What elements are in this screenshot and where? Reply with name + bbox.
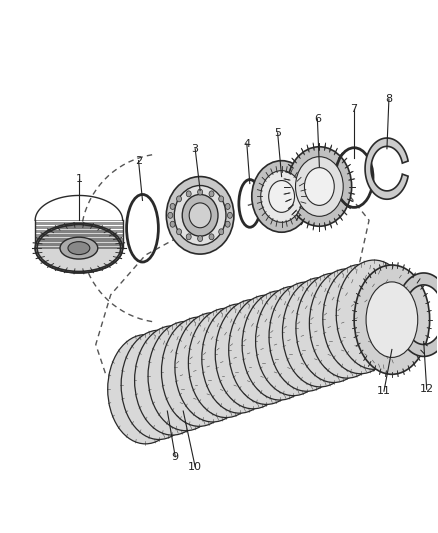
- Ellipse shape: [209, 191, 214, 197]
- Ellipse shape: [225, 204, 230, 209]
- Ellipse shape: [315, 301, 353, 355]
- Ellipse shape: [261, 318, 299, 373]
- Ellipse shape: [283, 278, 358, 387]
- Ellipse shape: [342, 292, 379, 346]
- Polygon shape: [365, 138, 408, 199]
- Ellipse shape: [121, 330, 197, 440]
- Ellipse shape: [227, 212, 233, 219]
- Ellipse shape: [188, 308, 264, 417]
- Ellipse shape: [167, 349, 205, 403]
- Ellipse shape: [296, 157, 343, 216]
- Ellipse shape: [355, 287, 393, 342]
- Ellipse shape: [275, 313, 312, 368]
- Ellipse shape: [168, 212, 173, 219]
- Ellipse shape: [60, 237, 98, 259]
- Ellipse shape: [177, 229, 181, 235]
- Ellipse shape: [148, 321, 223, 431]
- Ellipse shape: [287, 147, 352, 226]
- Ellipse shape: [198, 236, 203, 241]
- Ellipse shape: [194, 340, 232, 394]
- Ellipse shape: [225, 221, 230, 227]
- Ellipse shape: [198, 189, 203, 195]
- Text: 7: 7: [350, 104, 358, 114]
- Ellipse shape: [301, 305, 339, 360]
- Text: 5: 5: [274, 128, 281, 138]
- Ellipse shape: [153, 353, 191, 408]
- Text: 1: 1: [75, 174, 82, 183]
- Ellipse shape: [174, 185, 226, 245]
- Ellipse shape: [247, 322, 285, 377]
- Ellipse shape: [366, 282, 418, 358]
- Text: 11: 11: [377, 386, 391, 396]
- Text: 10: 10: [188, 462, 202, 472]
- Ellipse shape: [269, 282, 345, 391]
- Ellipse shape: [140, 358, 178, 412]
- Text: 4: 4: [243, 139, 251, 149]
- Ellipse shape: [336, 260, 412, 369]
- Ellipse shape: [354, 265, 430, 374]
- Ellipse shape: [256, 286, 331, 395]
- Ellipse shape: [229, 295, 304, 405]
- Ellipse shape: [323, 264, 398, 374]
- Ellipse shape: [162, 317, 237, 426]
- Ellipse shape: [170, 204, 175, 209]
- Ellipse shape: [68, 241, 90, 255]
- Ellipse shape: [127, 362, 164, 417]
- Ellipse shape: [186, 191, 191, 197]
- Ellipse shape: [252, 160, 311, 232]
- Text: 8: 8: [385, 94, 392, 104]
- Ellipse shape: [175, 313, 251, 422]
- Ellipse shape: [219, 196, 224, 202]
- Ellipse shape: [189, 203, 211, 228]
- Ellipse shape: [309, 269, 385, 378]
- Ellipse shape: [234, 327, 272, 382]
- Ellipse shape: [182, 195, 218, 236]
- Ellipse shape: [219, 229, 224, 235]
- Ellipse shape: [186, 234, 191, 240]
- Text: 9: 9: [172, 452, 179, 462]
- Ellipse shape: [268, 181, 294, 212]
- Ellipse shape: [296, 273, 371, 383]
- Ellipse shape: [166, 176, 234, 254]
- Ellipse shape: [209, 234, 214, 240]
- Ellipse shape: [242, 290, 318, 400]
- Ellipse shape: [180, 344, 218, 399]
- Ellipse shape: [177, 196, 181, 202]
- Ellipse shape: [35, 223, 123, 273]
- Ellipse shape: [215, 300, 291, 409]
- Ellipse shape: [261, 171, 303, 222]
- Ellipse shape: [134, 326, 210, 435]
- Polygon shape: [396, 273, 438, 357]
- Ellipse shape: [170, 221, 175, 227]
- Text: 3: 3: [192, 144, 199, 154]
- Text: 2: 2: [135, 156, 142, 166]
- Text: 6: 6: [314, 114, 321, 124]
- Ellipse shape: [328, 296, 366, 351]
- Ellipse shape: [221, 331, 258, 386]
- Ellipse shape: [304, 168, 334, 205]
- Text: 12: 12: [420, 384, 434, 394]
- Ellipse shape: [202, 304, 277, 413]
- Ellipse shape: [108, 335, 183, 444]
- Ellipse shape: [207, 336, 245, 390]
- Ellipse shape: [288, 309, 326, 364]
